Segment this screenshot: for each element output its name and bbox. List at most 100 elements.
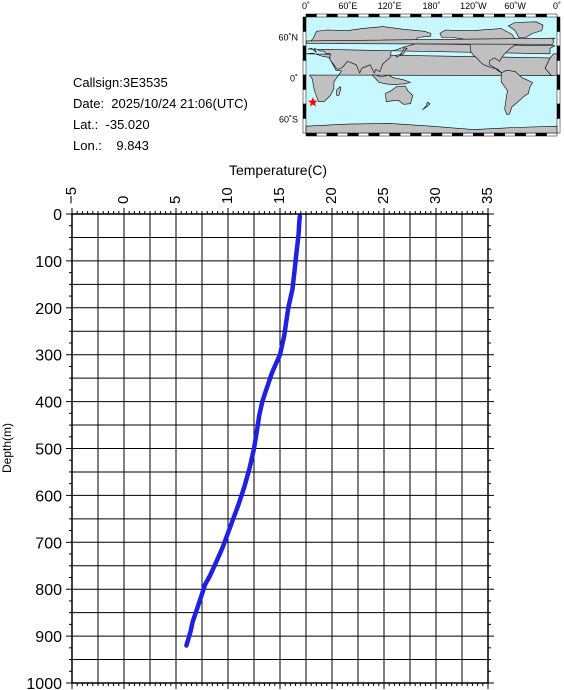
temperature-point [286,306,290,310]
map-border-segment [504,13,516,18]
map-border-segment [326,132,338,137]
map-border-segment [337,132,349,137]
map-border-segment [358,13,369,18]
map-border-segment [305,13,317,18]
map-border-segment [441,13,453,18]
map-border-segment [431,132,443,137]
map-border-segment [302,118,307,134]
map-latitude-label: 60˚S [279,114,298,124]
map-latitude-label: 0˚ [290,73,298,83]
map-border-segment [556,31,561,47]
map-border-segment [462,13,474,18]
temperature-point [288,296,292,300]
map-border-segment [420,13,432,18]
map-border-segment [525,13,537,18]
map-border-segment [337,13,349,18]
map-border-segment [483,13,495,18]
temperature-point [208,573,212,577]
new-zealand-land [422,102,431,111]
indonesia-land [371,74,411,85]
y-tick-label: 700 [35,535,62,552]
temperature-point [236,503,240,507]
temperature-point [257,414,261,418]
map-border-segment [420,132,432,137]
map-border-segment [305,132,317,137]
map-border-segment [483,132,495,137]
y-tick-label: 400 [35,395,62,412]
temperature-point [280,343,284,347]
temperature-point [260,400,264,404]
map-latitude-labels: 60˚N 0˚ 60˚S [278,32,298,124]
map-border-segment [410,132,422,137]
y-tick-label: 900 [35,629,62,646]
star-icon [308,97,318,107]
map-border-segment [368,13,380,18]
temperature-point [203,583,207,587]
map-border-segment [316,13,328,18]
map-longitude-labels: 0˚ 60˚E 120˚E 180˚ 120˚W 60˚W 0˚ [302,1,561,11]
temperature-point [297,221,301,225]
y-tick-labels: 0 100 200 300 400 500 600 700 800 900 1000 [26,207,62,690]
madagascar-land [336,86,342,96]
map-border-segment [514,13,526,18]
temperature-point [274,362,278,366]
temperature-point [267,381,271,385]
map-border-segment [452,132,464,137]
y-tick-label: 600 [35,488,62,505]
temperature-point [184,643,188,647]
map-border-segment [473,13,485,18]
x-axis-title: Temperature(C) [229,162,327,178]
map-border-segment [556,74,561,90]
map-land [305,21,558,134]
x-tick-label: 30 [427,187,444,204]
y-tick-label: 300 [35,348,62,365]
temperature-point [284,320,288,324]
uk-land [305,37,556,45]
temperature-point [186,636,190,640]
map-border-segment [535,13,547,18]
map-border-segment [546,13,558,18]
longitude-text: Lon.: 9.843 [73,138,149,153]
x-tick-label: 5 [167,196,184,204]
temperature-point [197,601,201,605]
date-text: Date: 2025/10/24 21:06(UTC) [73,96,248,111]
minor-ticks [66,208,494,689]
map-border-segment [514,132,526,137]
map-border-segment [462,132,474,137]
x-tick-label: 25 [375,187,392,204]
map-border-segment [441,132,453,137]
map-border-segment [302,103,307,119]
map-border-segment [358,132,369,137]
map-border-segment [494,13,505,18]
plot-frame [71,213,489,684]
greenland-land [507,21,544,38]
x-tick-labels: −5 0 5 10 15 20 25 30 35 [63,187,496,204]
temperature-point [243,484,247,488]
map-longitude-label: 180˚ [422,1,440,11]
map-border-segment [556,60,561,76]
map-border-segment [347,13,359,18]
temperature-series [184,214,303,648]
map-border-segment [326,13,338,18]
temperature-profile-line [184,214,303,648]
map-border-segment [556,45,561,61]
x-tick-label: −5 [63,187,80,204]
map-longitude-label: 120˚W [460,1,487,11]
map-border-segment [525,132,537,137]
latitude-text: Lat.: -35.020 [73,117,150,132]
y-tick-label: 100 [35,254,62,271]
station-info: Callsign:3E3535 Date: 2025/10/24 21:06(U… [73,72,248,156]
map-border-segment [302,16,307,32]
map-border-segment [389,132,401,137]
temperature-point [293,268,297,272]
callsign-text: Callsign:3E3535 [73,75,168,90]
japan-land [396,47,408,58]
temperature-point [282,334,286,338]
y-axis-title: Depth(m) [0,423,14,473]
map-border-segment [302,60,307,76]
map-border-segment [410,13,422,18]
map-border-segment [556,89,561,105]
temperature-point [290,287,294,291]
temperature-point [252,447,256,450]
temperature-point [191,620,195,624]
